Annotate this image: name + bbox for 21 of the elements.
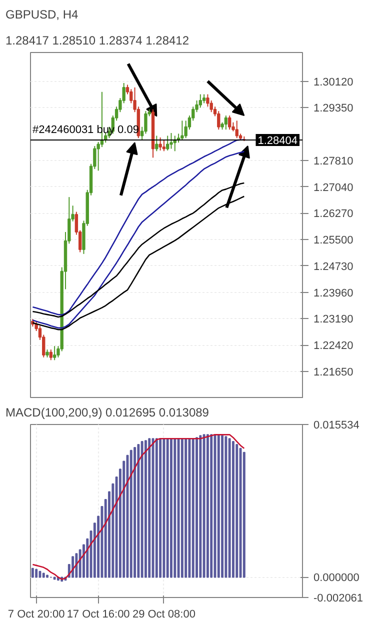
y-tick-label: 1.29350 (314, 102, 354, 115)
annotation: 1.28404 (258, 135, 298, 148)
x-tick-label: 7 Oct 20:00 (8, 608, 65, 620)
y-tick-label: 1.21650 (314, 366, 354, 378)
y-tick-label: 1.23960 (314, 287, 354, 300)
chart-subtitle: 1.28417 1.28510 1.28374 1.28412 (6, 34, 190, 48)
chart-title: MACD(100,200,9) 0.012695 0.013089 (6, 406, 210, 420)
y-tick-label: 1.22420 (314, 340, 354, 352)
y-tick-label: 1.27810 (314, 155, 354, 168)
y-tick-label: 1.30120 (314, 76, 354, 88)
y-tick-label: 1.25500 (314, 234, 354, 247)
y-tick-label: 0.000000 (314, 572, 360, 584)
y-tick-label: 1.27040 (314, 182, 354, 194)
y-tick-label: 0.015534 (314, 420, 360, 432)
y-tick-label: -0.002061 (314, 592, 364, 604)
y-tick-label: 1.24730 (314, 260, 354, 273)
x-tick-label: 17 Oct 16:00 (66, 608, 130, 620)
y-tick-label: 1.26270 (314, 208, 354, 220)
y-tick-label: 1.23190 (314, 314, 354, 326)
chart-title: GBPUSD, H4 (6, 8, 79, 22)
x-tick-label: 29 Oct 08:00 (132, 608, 196, 620)
